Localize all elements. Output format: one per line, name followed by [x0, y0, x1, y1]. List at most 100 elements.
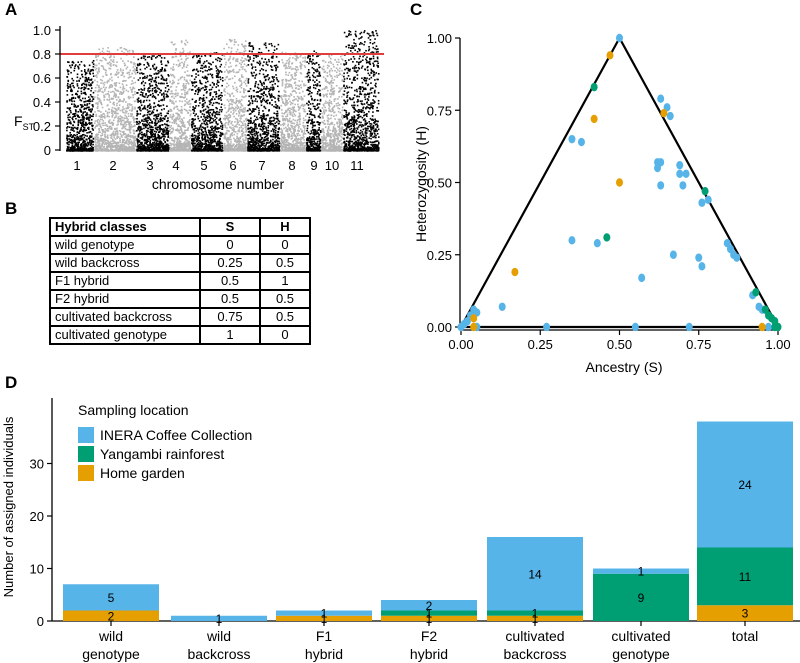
fst-point	[99, 139, 101, 141]
fst-point	[207, 149, 210, 152]
fst-point	[97, 102, 99, 105]
fst-point	[134, 71, 136, 73]
fst-point	[234, 60, 237, 62]
fst-point	[112, 132, 114, 134]
fst-point	[180, 145, 182, 147]
fst-point	[88, 119, 90, 121]
fst-point	[244, 126, 247, 129]
fst-point	[136, 98, 139, 101]
fst-point	[141, 95, 144, 97]
fst-point	[141, 141, 143, 144]
fst-point	[171, 147, 174, 150]
fst-point	[143, 107, 146, 109]
y-tick-label: 0.2	[33, 119, 51, 134]
fst-point	[88, 122, 90, 125]
manhattan-plot: 00.20.40.60.81.0 FST chromosome number 1…	[14, 23, 384, 192]
fst-point	[114, 84, 116, 87]
fst-point	[201, 135, 204, 137]
fst-point	[108, 127, 110, 130]
fst-point	[134, 121, 136, 123]
fst-point	[122, 72, 125, 74]
fst-point	[226, 51, 229, 54]
fst-point	[94, 79, 96, 82]
fst-point	[153, 147, 156, 150]
fst-point	[196, 137, 199, 140]
fst-point	[234, 121, 236, 123]
fst-point	[140, 101, 142, 104]
fst-point	[132, 149, 134, 152]
fst-point	[105, 124, 108, 126]
fst-point	[241, 135, 244, 137]
fst-point	[211, 131, 213, 134]
fst-point	[176, 146, 179, 149]
fst-point	[114, 133, 116, 135]
fst-point	[236, 126, 238, 128]
fst-point	[124, 147, 127, 150]
fst-point	[146, 129, 148, 132]
fst-point	[123, 99, 125, 101]
fst-point	[106, 127, 109, 130]
fst-point	[166, 124, 169, 127]
fst-point	[215, 143, 218, 146]
fst-point	[193, 128, 196, 130]
fst-point	[181, 149, 184, 152]
fst-point	[95, 125, 97, 128]
fst-point	[90, 139, 93, 142]
fst-point	[208, 119, 211, 122]
fst-point	[203, 149, 206, 151]
fst-point	[240, 147, 242, 150]
fst-point	[140, 88, 142, 90]
fst-point	[215, 134, 218, 137]
fst-point	[126, 148, 129, 150]
fst-point	[118, 107, 120, 109]
fst-point	[175, 100, 177, 103]
fst-point	[228, 66, 230, 68]
fst-point	[122, 111, 124, 113]
fst-point	[82, 105, 84, 108]
fst-point	[160, 141, 163, 144]
fst-point	[234, 149, 236, 152]
fst-point	[174, 51, 177, 54]
fst-point	[77, 124, 80, 127]
fst-point	[185, 135, 187, 138]
fst-point	[229, 116, 231, 119]
fst-point	[231, 120, 233, 123]
fst-point	[178, 146, 181, 149]
fst-point	[84, 111, 87, 113]
fst-point	[180, 41, 183, 44]
fst-point	[103, 96, 106, 98]
fst-point	[73, 103, 76, 106]
fst-point	[155, 117, 158, 120]
fst-point	[173, 68, 175, 71]
fst-point	[120, 57, 122, 60]
fst-point	[205, 142, 208, 145]
fst-point	[73, 114, 76, 116]
fst-point	[114, 111, 117, 114]
fst-point	[125, 80, 127, 82]
fst-point	[150, 58, 153, 60]
fst-point	[180, 121, 183, 123]
fst-point	[129, 122, 131, 125]
fst-point	[158, 88, 160, 90]
fst-point	[235, 64, 238, 67]
fst-point	[70, 88, 72, 91]
fst-point	[216, 128, 219, 130]
fst-point	[205, 131, 207, 134]
fst-point	[151, 120, 153, 123]
fst-point	[244, 139, 246, 142]
fst-point	[197, 132, 199, 135]
fst-point	[73, 121, 76, 124]
fst-point	[88, 131, 90, 134]
fst-point	[122, 149, 124, 152]
fst-point	[209, 111, 212, 114]
fst-point	[204, 65, 207, 67]
fst-point	[109, 64, 111, 66]
fst-point	[77, 110, 80, 113]
fst-point	[147, 116, 149, 118]
fst-point	[170, 130, 173, 133]
fst-point	[237, 100, 240, 102]
fst-point	[172, 92, 174, 95]
fst-point	[112, 130, 115, 133]
fst-point	[212, 130, 215, 132]
fst-point	[212, 149, 214, 152]
